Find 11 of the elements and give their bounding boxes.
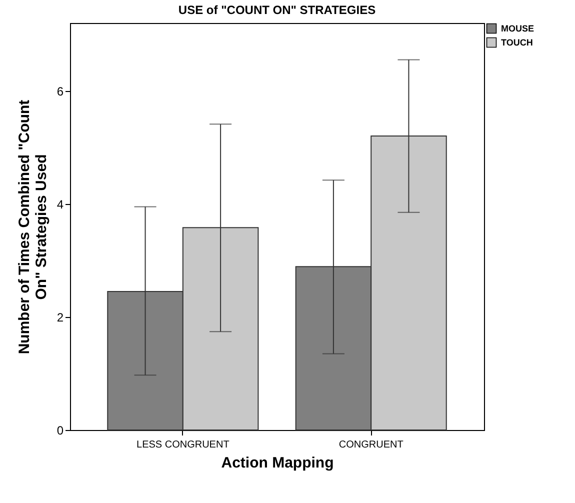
- y-tick-label: 6: [56, 84, 64, 98]
- x-tick-label: CONGRUENT: [338, 440, 404, 450]
- x-tick-label: LESS CONGRUENT: [136, 440, 230, 450]
- y-tick-label: 4: [56, 197, 64, 212]
- y-tick-label: 0: [56, 424, 64, 438]
- chart-title: USE of "COUNT ON" STRATEGIES: [178, 3, 376, 17]
- legend-label: TOUCH: [501, 38, 533, 48]
- legend-label: MOUSE: [501, 24, 534, 34]
- y-axis-title: Number of Times Combined "Count On" Strategies Used: [16, 100, 50, 354]
- x-axis-title: Action Mapping: [221, 454, 334, 472]
- y-tick-label: 2: [56, 310, 64, 324]
